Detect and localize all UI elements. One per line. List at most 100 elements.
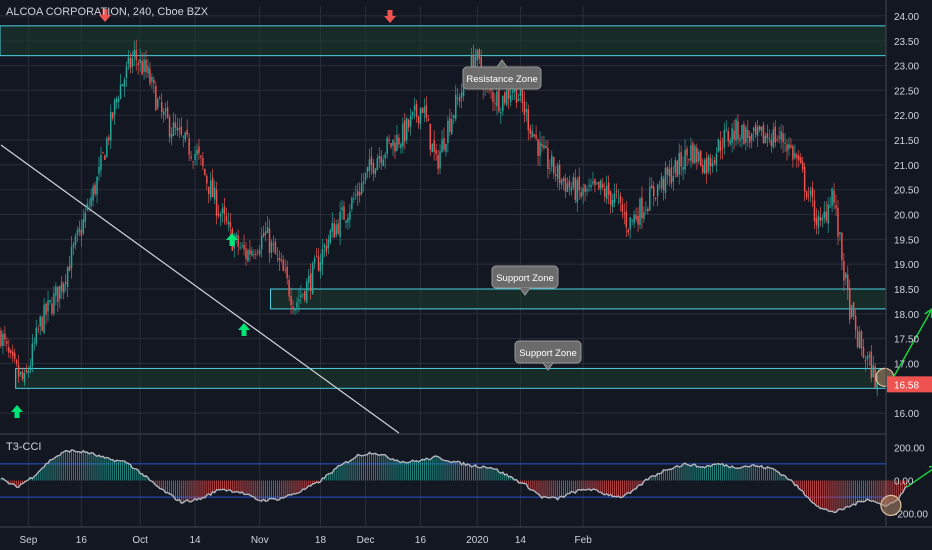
candle [306, 281, 308, 303]
candle [639, 199, 641, 226]
projection-arrow-up-1[interactable] [892, 308, 932, 379]
support-callout-upper[interactable]: Support Zone [491, 265, 559, 296]
candle [160, 102, 163, 113]
candle [564, 178, 567, 192]
candle [270, 241, 273, 253]
candle [505, 90, 508, 105]
time-axis-label: 2020 [466, 535, 489, 546]
candle [490, 88, 492, 92]
candle [396, 135, 398, 151]
candle [315, 256, 318, 258]
candle [235, 234, 237, 238]
candle [839, 232, 841, 235]
candle [217, 213, 220, 216]
candle [453, 115, 455, 118]
support-callout-lower[interactable]: Support Zone [514, 340, 582, 371]
candle [460, 92, 463, 99]
candle [104, 155, 106, 160]
candle [51, 303, 53, 314]
price-axis-label: 18.50 [894, 285, 919, 296]
candle [366, 167, 369, 173]
candle [29, 365, 32, 371]
time-axis-label: Oct [132, 535, 148, 546]
candle [431, 143, 433, 152]
price-axis-label: 23.00 [894, 62, 919, 73]
candle [8, 347, 10, 353]
candle [633, 214, 635, 224]
candle [688, 159, 690, 160]
candle [451, 119, 453, 134]
candle [168, 116, 171, 137]
zone-resistance[interactable] [0, 25, 887, 57]
candle [719, 140, 722, 152]
candle [88, 205, 90, 207]
candle [333, 223, 335, 238]
candle [543, 145, 545, 149]
candle [427, 119, 430, 121]
candle [286, 266, 288, 278]
price-axis-label: 24.00 [894, 12, 919, 23]
candle [13, 352, 16, 359]
time-axis-label: Feb [575, 535, 593, 546]
candle [321, 249, 324, 265]
candle [700, 150, 702, 166]
candle [249, 249, 251, 255]
candle [701, 165, 704, 173]
highlight-circle-indicator[interactable] [880, 494, 902, 517]
candle [515, 80, 518, 103]
candle [164, 108, 167, 112]
sell-arrow-icon [384, 10, 396, 23]
candle [692, 143, 694, 163]
buy-arrow-icon [11, 405, 23, 418]
candle [35, 327, 38, 344]
candle [358, 192, 361, 195]
zone-support-upper[interactable] [270, 288, 887, 310]
candle [110, 111, 112, 141]
candle [290, 296, 292, 306]
candle [23, 373, 26, 383]
candle [707, 155, 710, 172]
indicator-projection-arrow[interactable] [906, 466, 932, 488]
candle [33, 342, 36, 344]
candle [641, 197, 643, 219]
candle [507, 87, 510, 99]
candle [696, 147, 698, 163]
candle [549, 168, 551, 169]
candle [786, 144, 788, 152]
candle [827, 204, 829, 224]
candle [647, 208, 649, 212]
candle [721, 148, 724, 150]
resistance-callout[interactable]: Resistance Zone [462, 59, 542, 90]
candle [149, 68, 151, 84]
candle [776, 139, 778, 141]
candle [547, 148, 549, 170]
trendline[interactable] [0, 144, 400, 434]
candle [864, 360, 867, 362]
candle [202, 157, 204, 167]
candle [590, 184, 592, 188]
candle [253, 254, 255, 256]
candle [562, 177, 565, 182]
zone-support-lower[interactable] [15, 367, 887, 389]
candle [19, 371, 22, 374]
candle [449, 118, 451, 132]
candle [157, 99, 159, 108]
candle [615, 191, 618, 193]
candle [803, 167, 806, 192]
candle [556, 165, 559, 179]
candle [600, 180, 602, 189]
candle [443, 138, 445, 150]
candle [39, 316, 41, 327]
candle [206, 176, 208, 184]
candle [580, 192, 582, 197]
candle [588, 185, 590, 186]
candle [390, 143, 392, 147]
candle [535, 134, 537, 139]
candle [276, 253, 279, 255]
candle [17, 365, 20, 377]
candle [537, 139, 539, 157]
candle [523, 101, 526, 115]
candle [837, 208, 839, 237]
candle [727, 131, 729, 142]
